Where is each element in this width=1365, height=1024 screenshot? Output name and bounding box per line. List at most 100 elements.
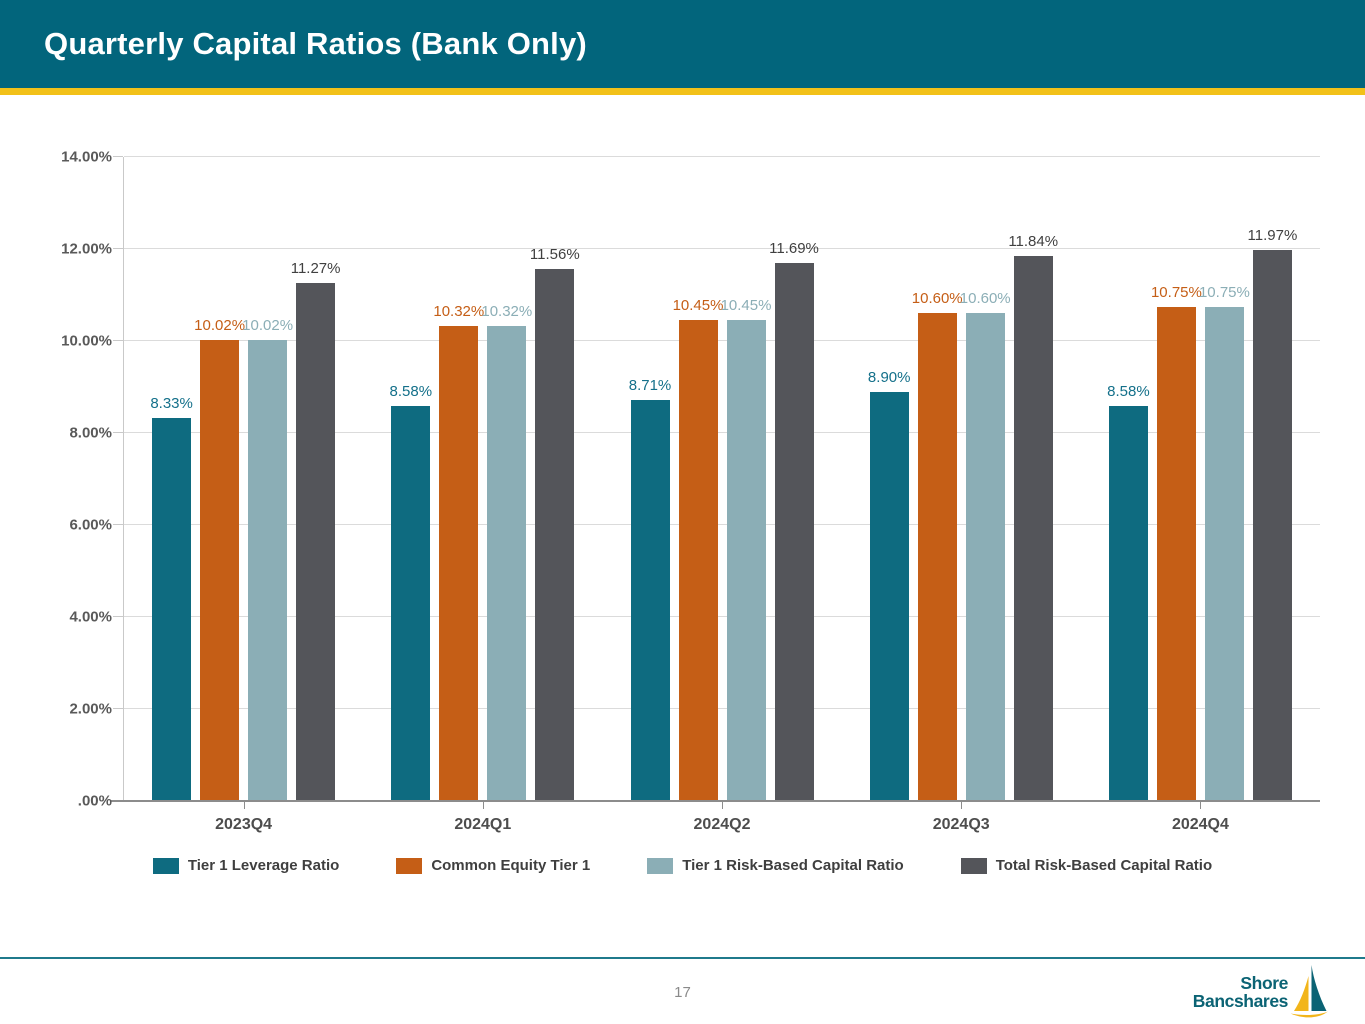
y-tickmark bbox=[113, 156, 123, 157]
y-tickmark bbox=[113, 708, 123, 709]
legend-label: Total Risk-Based Capital Ratio bbox=[995, 857, 1213, 874]
legend-label: Tier 1 Risk-Based Capital Ratio bbox=[682, 857, 904, 874]
bar: 10.75% bbox=[1151, 284, 1202, 801]
bar: 11.27% bbox=[291, 260, 340, 801]
bar: 10.60% bbox=[960, 290, 1011, 801]
bar-value-label: 10.45% bbox=[720, 297, 772, 315]
bar-value-label: 8.71% bbox=[628, 377, 672, 395]
bar-value-label: 10.60% bbox=[959, 290, 1011, 308]
bar-value-label: 10.75% bbox=[1150, 283, 1202, 301]
gridline bbox=[124, 340, 1320, 341]
bar: 10.02% bbox=[242, 317, 293, 801]
y-tickmark bbox=[113, 340, 123, 341]
bar-value-label: 10.32% bbox=[481, 303, 533, 321]
gridline bbox=[124, 156, 1320, 157]
legend-item: Common Equity Tier 1 bbox=[396, 857, 590, 874]
legend-label: Tier 1 Leverage Ratio bbox=[187, 857, 340, 874]
legend-item: Tier 1 Leverage Ratio bbox=[152, 857, 340, 874]
bar-group: 8.71% 10.45% 10.45% 11.69% bbox=[602, 157, 841, 801]
bar: 11.69% bbox=[769, 240, 819, 801]
bar-value-label: 10.60% bbox=[911, 290, 963, 308]
y-axis-tick-label: 14.00% bbox=[61, 148, 112, 166]
plot-area: 8.33% 10.02% 10.02% 11.27% 8.58% 10.32% 10.32%… bbox=[110, 156, 1320, 802]
bar-group: 8.58% 10.75% 10.75% 11.97% bbox=[1081, 157, 1320, 801]
bar-value-label: 8.90% bbox=[867, 368, 911, 386]
x-axis-label: 2024Q1 bbox=[363, 802, 602, 834]
y-axis-tick-label: 6.00% bbox=[69, 516, 112, 534]
y-tickmark bbox=[113, 432, 123, 433]
bar: 11.56% bbox=[530, 246, 580, 801]
bar: 8.58% bbox=[1107, 383, 1150, 801]
bar-groups: 8.33% 10.02% 10.02% 11.27% 8.58% 10.32% 10.32%… bbox=[124, 157, 1320, 801]
y-axis-tick-label: 2.00% bbox=[69, 700, 112, 718]
y-axis-line bbox=[123, 157, 124, 801]
x-axis-label: 2023Q4 bbox=[124, 802, 363, 834]
x-axis-label: 2024Q2 bbox=[602, 802, 841, 834]
bar: 11.84% bbox=[1008, 233, 1058, 801]
legend-swatch bbox=[396, 857, 423, 874]
bar-value-label: 10.02% bbox=[242, 317, 294, 335]
logo: Shore Bancshares bbox=[1193, 964, 1329, 1020]
y-axis-tick-label: 4.00% bbox=[69, 608, 112, 626]
legend-item: Tier 1 Risk-Based Capital Ratio bbox=[647, 857, 904, 874]
gridline bbox=[124, 616, 1320, 617]
bar-group: 8.33% 10.02% 10.02% 11.27% bbox=[124, 157, 363, 801]
legend-item: Total Risk-Based Capital Ratio bbox=[960, 857, 1213, 874]
bar: 10.45% bbox=[673, 297, 723, 801]
sailboat-icon bbox=[1290, 965, 1328, 1018]
y-tickmark bbox=[113, 524, 123, 525]
bar: 8.58% bbox=[390, 383, 432, 801]
bar: 10.02% bbox=[194, 317, 245, 801]
bar: 10.75% bbox=[1199, 284, 1250, 801]
bar-value-label: 10.32% bbox=[433, 303, 485, 321]
legend-swatch bbox=[960, 857, 987, 874]
legend-label: Common Equity Tier 1 bbox=[431, 857, 591, 874]
bar-value-label: 10.75% bbox=[1198, 283, 1250, 301]
y-tickmark bbox=[113, 616, 123, 617]
bar-group: 8.58% 10.32% 10.32% 11.56% bbox=[363, 157, 602, 801]
gridline bbox=[124, 248, 1320, 249]
y-axis-tick-label: 8.00% bbox=[69, 424, 112, 442]
logo-text: Shore Bancshares bbox=[1192, 973, 1289, 1011]
page-number: 17 bbox=[674, 984, 691, 1001]
gridline bbox=[124, 524, 1320, 525]
bar: 10.32% bbox=[481, 303, 532, 801]
legend: Tier 1 Leverage Ratio Common Equity Tier … bbox=[0, 857, 1365, 874]
y-axis-labels: .00% 2.00% 4.00% 6.00% 8.00% 10.00% 12.00% 14.0… bbox=[26, 149, 112, 810]
bar-value-label: 8.58% bbox=[1107, 383, 1150, 401]
bar-value-label: 10.02% bbox=[194, 317, 246, 335]
bar: 8.33% bbox=[150, 395, 193, 801]
bar-group: 8.90% 10.60% 10.60% 11.84% bbox=[842, 157, 1081, 801]
bar: 10.45% bbox=[721, 297, 771, 801]
x-axis-labels: 2023Q4 2024Q1 2024Q2 2024Q3 2024Q4 bbox=[124, 802, 1320, 834]
header-accent-rule bbox=[0, 88, 1365, 95]
footer-rule bbox=[0, 957, 1365, 959]
legend-swatch bbox=[152, 857, 179, 874]
bar: 8.71% bbox=[629, 377, 671, 801]
gridline bbox=[124, 708, 1320, 709]
bar: 10.32% bbox=[433, 303, 484, 801]
x-axis-line bbox=[110, 800, 1320, 802]
slide-title: Quarterly Capital Ratios (Bank Only) bbox=[44, 26, 587, 61]
logo-text-line2: Bancshares bbox=[1192, 991, 1289, 1011]
bar-value-label: 11.56% bbox=[529, 246, 580, 264]
bar-value-label: 8.33% bbox=[150, 394, 193, 412]
y-axis-tick-label: 12.00% bbox=[61, 240, 112, 258]
bar-value-label: 8.58% bbox=[389, 383, 433, 401]
bar-value-label: 11.27% bbox=[290, 259, 341, 277]
bar-value-label: 11.84% bbox=[1008, 233, 1059, 251]
y-axis-tick-label: 10.00% bbox=[61, 332, 112, 350]
bar: 10.60% bbox=[912, 290, 963, 801]
x-axis-label: 2024Q4 bbox=[1081, 802, 1320, 834]
bar-value-label: 11.69% bbox=[769, 240, 819, 258]
gridline bbox=[124, 432, 1320, 433]
bar-value-label: 11.97% bbox=[1247, 227, 1298, 245]
bar-value-label: 10.45% bbox=[672, 297, 724, 315]
y-tickmark bbox=[113, 248, 123, 249]
y-axis-tick-label: .00% bbox=[77, 792, 112, 810]
logo-text-line1: Shore bbox=[1240, 973, 1288, 993]
bar: 8.90% bbox=[868, 369, 910, 801]
bar: 11.97% bbox=[1248, 227, 1297, 801]
x-axis-label: 2024Q3 bbox=[842, 802, 1081, 834]
slide-header: Quarterly Capital Ratios (Bank Only) bbox=[0, 0, 1365, 88]
